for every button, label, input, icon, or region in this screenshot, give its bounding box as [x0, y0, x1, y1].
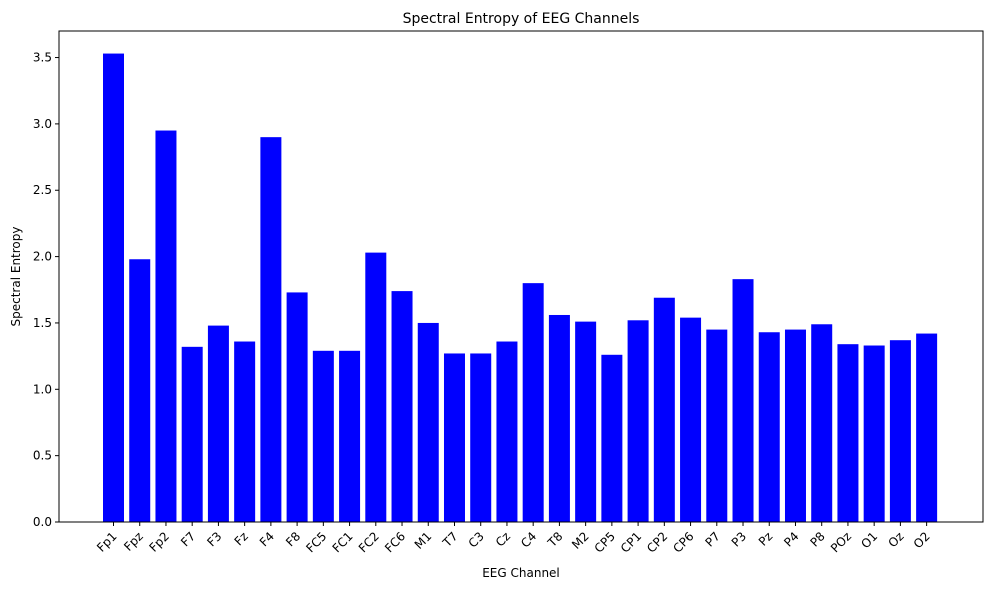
bars-group: [103, 53, 938, 523]
bar-fp2: [155, 130, 177, 522]
y-tick-label: 1.5: [33, 316, 52, 330]
x-tick-label: F3: [204, 529, 224, 549]
bar-p4: [784, 329, 806, 522]
x-tick-label: F4: [257, 529, 277, 549]
bar-fc1: [339, 350, 361, 522]
bar-f3: [207, 325, 229, 522]
x-tick-label: C4: [518, 529, 539, 550]
x-tick-label: Pz: [756, 529, 775, 548]
y-tick-label: 1.0: [33, 382, 52, 396]
x-tick-label: Fp1: [94, 529, 120, 555]
bar-m2: [575, 321, 597, 522]
x-tick-label: F8: [283, 529, 303, 549]
x-tick-label: T8: [544, 529, 565, 550]
bar-cp6: [680, 317, 702, 522]
bar-fz: [234, 341, 256, 522]
bar-fp1: [103, 53, 124, 523]
bar-f4: [260, 137, 282, 522]
x-tick-label: Cz: [493, 529, 513, 549]
x-tick-label: CP2: [644, 529, 670, 555]
bar-fc6: [391, 291, 413, 522]
bar-cp1: [627, 320, 649, 522]
bar-poz: [837, 344, 859, 522]
x-tick-label: CP5: [592, 529, 618, 555]
chart-title: Spectral Entropy of EEG Channels: [403, 11, 640, 27]
y-tick-label: 3.5: [33, 51, 52, 65]
x-tick-label: CP1: [618, 529, 644, 555]
bar-c4: [522, 283, 544, 522]
x-axis: Fp1 Fpz Fp2 F7 F3 Fz F4 F8 FC5 FC1 FC2 FC6 M1 T7 C3 Cz C…: [94, 522, 933, 556]
y-tick-label: 0.5: [33, 449, 52, 463]
bar-f7: [181, 346, 203, 522]
x-tick-label: P8: [807, 529, 827, 549]
bar-cp5: [601, 354, 623, 522]
bar-f8: [286, 292, 308, 522]
x-axis-label: EEG Channel: [482, 566, 560, 580]
y-axis: 0.0 0.5 1.0 1.5 2.0 2.5 3.0 3.5: [33, 51, 59, 529]
y-tick-label: 2.0: [33, 250, 52, 264]
x-tick-label: M1: [412, 529, 435, 552]
x-tick-label: Fpz: [121, 529, 146, 554]
x-tick-label: M2: [569, 529, 592, 552]
plot-frame: [58, 30, 984, 523]
x-tick-label: P7: [702, 529, 722, 549]
bar-p7: [706, 329, 728, 522]
y-tick-label: 0.0: [33, 515, 52, 529]
x-tick-label: FC6: [382, 529, 408, 555]
bar-fc5: [312, 350, 334, 522]
bar-t8: [548, 314, 570, 522]
bar-cp2: [653, 297, 675, 522]
bar-fpz: [129, 259, 151, 522]
x-tick-label: F7: [178, 529, 198, 549]
bar-fc2: [365, 252, 387, 523]
x-tick-label: FC5: [303, 529, 329, 555]
bar-oz: [889, 340, 911, 522]
y-tick-label: 3.0: [33, 117, 52, 131]
x-tick-label: POz: [828, 529, 854, 555]
y-tick-label: 2.5: [33, 183, 52, 197]
bar-o1: [863, 345, 885, 522]
bar-pz: [758, 332, 780, 522]
x-tick-label: O2: [911, 529, 933, 551]
y-axis-label: Spectral Entropy: [9, 227, 23, 327]
x-tick-label: FC2: [356, 529, 382, 555]
x-tick-label: Fz: [232, 529, 251, 548]
x-tick-label: CP6: [670, 529, 696, 555]
bar-p8: [811, 324, 833, 522]
bar-cz: [496, 341, 518, 522]
x-tick-label: Oz: [885, 529, 906, 550]
bar-m1: [417, 322, 439, 522]
bar-o2: [916, 333, 938, 522]
x-tick-label: P4: [781, 529, 801, 549]
x-tick-label: C3: [466, 529, 487, 550]
bar-t7: [443, 353, 465, 522]
bar-c3: [470, 353, 492, 522]
bar-p3: [732, 279, 754, 522]
x-tick-label: FC1: [330, 529, 356, 555]
x-tick-label: P3: [729, 529, 749, 549]
x-tick-label: Fp2: [147, 529, 173, 555]
x-tick-label: O1: [858, 529, 880, 551]
x-tick-label: T7: [439, 529, 460, 550]
